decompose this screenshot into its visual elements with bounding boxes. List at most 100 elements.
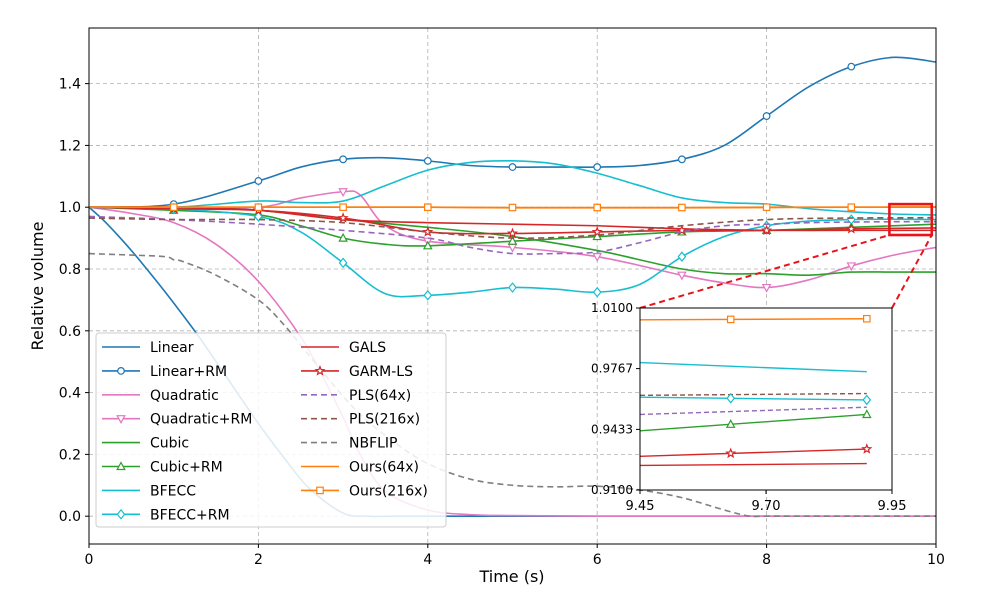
inset-series-ours-216x [639,314,871,324]
data-point-ours-216x [339,203,347,212]
inset-series-pls-64x [639,406,867,416]
data-point-garm-ls [506,227,519,239]
y-tick-label: 0.0 [59,509,81,525]
data-point-ours-216x [508,203,517,212]
data-point-linear-rm [762,112,771,120]
legend-entry-quadratic-rm: Quadratic+RM [102,412,252,428]
data-point-garm-ls [591,226,603,237]
data-point-ours-216x [847,203,856,212]
inset-point-garm-ls [861,443,873,454]
zoom-box [888,202,934,237]
legend-marker [116,415,126,424]
legend-entry-quadratic: Quadratic [102,388,219,404]
data-point-linear-rm [423,156,432,165]
inset-point-garm-ls [725,447,737,459]
legend-entry-bfecc-rm: BFECC+RM [102,507,230,523]
series-bfecc [89,159,936,216]
inset-series-garm-ls [639,443,873,459]
legend-label: Quadratic [150,388,219,404]
legend-marker [316,486,324,495]
y-tick-label: 1.4 [59,77,81,93]
inset-series-pls-216x [639,392,867,397]
legend-label: Linear [150,340,194,356]
legend-entry-cubic-rm: Cubic+RM [102,460,223,476]
series-linear-rm [89,56,936,209]
data-point-cubic-rm [422,240,433,250]
series-line-pls-64x [89,215,936,255]
series-ours-216x [89,203,936,212]
inset-x-tick-label: 9.70 [752,499,781,514]
legend-marker [116,508,126,520]
legend-label: PLS(216x) [349,412,420,428]
data-point-cubic-rm [507,235,518,245]
inset-line-garm-ls [639,448,867,458]
legend-label: Cubic [150,436,189,452]
inset-y-tick-label: 0.9100 [591,483,633,497]
series-garm-ls [89,202,936,239]
data-point-ours-216x [762,203,771,212]
data-point-garm-ls [422,226,434,237]
legend: Linear Linear+RM Quadratic Quadratic+RM Cubi… [95,332,447,528]
inset-x-tick-label: 9.95 [878,499,907,514]
inset-series-bfecc [639,361,867,373]
legend-label: NBFLIP [349,436,398,452]
data-point-linear-rm [508,163,517,171]
legend-entry-garm-ls: GARM-LS [301,364,413,380]
data-point-garm-ls [761,224,773,236]
data-point-bfecc-rm [254,211,263,222]
legend-label: Linear+RM [150,364,227,380]
legend-label: Ours(216x) [349,483,428,499]
x-tick-label: 2 [254,552,263,568]
data-point-bfecc-rm [592,286,602,298]
data-point-ours-216x [424,203,432,212]
x-tick-label: 4 [423,552,432,568]
y-axis-label: Relative volume [28,222,47,351]
data-point-quadratic-rm [338,188,348,198]
y-tick-label: 1.0 [59,200,81,216]
zoom-connector [639,234,890,309]
data-point-bfecc-rm [423,289,433,301]
legend-marker [117,367,125,375]
data-point-quadratic-rm [592,253,603,262]
data-point-ours-216x [254,203,263,212]
y-tick-label: 1.2 [59,138,81,154]
legend-label: BFECC+RM [150,507,230,523]
legend-entry-cubic: Cubic [102,436,189,452]
y-tick-label: 0.8 [59,262,81,278]
data-point-garm-ls [845,222,857,234]
series-line-linear-rm [89,56,936,209]
data-point-quadratic-rm [761,283,772,293]
data-point-ours-216x [678,203,686,212]
legend-entry-bfecc: BFECC [102,483,196,499]
legend-entry-linear: Linear [102,340,194,356]
inset-line-cubic-rm [639,413,867,432]
legend-entry-ours-216x: Ours(216x) [301,483,428,499]
data-point-bfecc-rm [338,257,348,269]
y-tick-label: 0.2 [59,447,81,463]
main-ticks: 0 2 4 6 8 10 0.0 0.2 0.4 0.6 0.8 1.0 1.2 1.4 [59,77,945,568]
data-point-linear-rm [593,163,602,171]
legend-entry-linear-rm: Linear+RM [102,364,227,380]
series-quadratic-rm [89,188,936,293]
data-point-garm-ls [337,212,349,223]
data-point-linear-rm [847,62,856,71]
inset-series-gals [639,462,867,467]
series-pls-64x [89,215,936,255]
data-point-cubic-rm [592,231,603,241]
legend-box [95,332,447,528]
inset-line-bfecc-rm [639,396,867,401]
data-point-quadratic-rm [846,262,857,272]
inset-y-tick-label: 0.9767 [591,362,633,376]
main-axes-frame [88,27,937,545]
legend-entry-pls-64x: PLS(64x) [301,388,411,404]
inset-point-bfecc-rm [726,392,736,404]
inset-line-pls-216x [639,392,867,397]
inset-line-pls-64x [639,406,867,416]
series-line-bfecc [89,159,936,216]
data-point-cubic-rm [338,232,348,242]
legend-label: Cubic+RM [150,460,223,476]
inset-line-ours-216x [639,318,867,321]
x-tick-label: 8 [762,552,771,568]
data-point-ours-216x [169,203,178,212]
